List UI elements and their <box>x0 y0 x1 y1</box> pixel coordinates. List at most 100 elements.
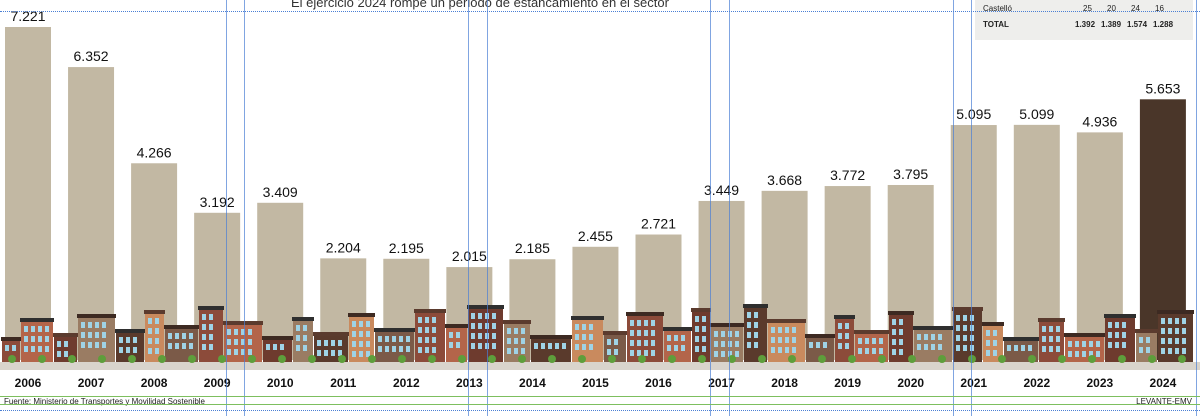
layout-guide <box>0 396 1200 397</box>
building-window <box>651 350 655 356</box>
bar-value-label: 3.409 <box>263 184 298 200</box>
building-window <box>1182 338 1186 344</box>
building-window <box>956 315 960 321</box>
building-window <box>303 335 307 341</box>
building-window <box>521 338 525 344</box>
credit-note: LEVANTE-EMV <box>1136 397 1192 406</box>
building-roof <box>1 337 21 341</box>
table-cell: 25 <box>1083 4 1092 13</box>
building-window <box>492 323 496 329</box>
building-window <box>667 345 671 351</box>
x-tick-label: 2009 <box>204 376 231 390</box>
layout-guide <box>1196 0 1197 416</box>
building-window <box>986 330 990 336</box>
table-cell: 20 <box>1107 4 1116 13</box>
bar-value-label: 3.772 <box>830 167 865 183</box>
building-window <box>399 346 403 352</box>
building-window <box>1175 318 1179 324</box>
building-window <box>644 350 648 356</box>
tree <box>38 355 46 363</box>
building-window <box>589 334 593 340</box>
building-window <box>88 322 92 328</box>
building-roof <box>767 319 806 323</box>
x-tick-label: 2018 <box>771 376 798 390</box>
building-window <box>432 347 436 353</box>
building-window <box>754 342 758 348</box>
building-window <box>64 351 68 357</box>
building-window <box>702 326 706 332</box>
building-window <box>81 342 85 348</box>
building-roof <box>77 314 116 318</box>
building-window <box>1146 337 1150 343</box>
building-window <box>963 345 967 351</box>
building-window <box>1108 332 1112 338</box>
building-window <box>778 347 782 353</box>
building-roof <box>262 336 293 340</box>
building-window <box>102 322 106 328</box>
bar-value-label: 5.653 <box>1145 80 1180 96</box>
table-cell: 1.392 <box>1075 20 1096 29</box>
tree <box>428 355 436 363</box>
building-window <box>392 346 396 352</box>
building <box>835 318 854 364</box>
building-window <box>651 340 655 346</box>
building-window <box>209 334 213 340</box>
building-window <box>324 340 328 346</box>
building-window <box>823 342 827 348</box>
building-window <box>963 315 967 321</box>
building-window <box>95 332 99 338</box>
bar-value-label: 3.795 <box>893 166 928 182</box>
building-window <box>1108 322 1112 328</box>
building-window <box>778 327 782 333</box>
building-window <box>702 336 706 342</box>
building-window <box>418 327 422 333</box>
building-window <box>614 339 618 345</box>
layout-guide <box>0 404 1200 405</box>
building-window <box>695 346 699 352</box>
tree <box>1178 355 1186 363</box>
building-roof <box>888 311 914 315</box>
building-window <box>378 346 382 352</box>
building-window <box>227 349 231 355</box>
bar-2007 <box>68 67 115 360</box>
building-window <box>155 318 159 324</box>
building-window <box>155 338 159 344</box>
building-window <box>785 347 789 353</box>
building-window <box>88 332 92 338</box>
building-window <box>1122 322 1126 328</box>
building-window <box>102 342 106 348</box>
city-illustration <box>0 304 1200 370</box>
building-window <box>209 344 213 350</box>
x-tick-label: 2024 <box>1150 376 1177 390</box>
building-window <box>879 348 883 354</box>
building-window <box>456 332 460 338</box>
building-window <box>95 322 99 328</box>
building-window <box>899 339 903 345</box>
building-window <box>1115 322 1119 328</box>
building-window <box>45 336 49 342</box>
x-tick-label: 2019 <box>834 376 861 390</box>
bar-value-label: 5.095 <box>956 106 991 122</box>
building-window <box>168 333 172 339</box>
building-window <box>917 334 921 340</box>
building-window <box>1182 328 1186 334</box>
building-window <box>471 343 475 349</box>
building-window <box>338 350 342 356</box>
building-roof <box>374 328 415 332</box>
building-window <box>778 337 782 343</box>
building-window <box>471 313 475 319</box>
tree <box>818 355 826 363</box>
building-roof <box>198 306 224 310</box>
building-window <box>541 343 545 349</box>
building-window <box>1021 345 1025 351</box>
building-window <box>607 349 611 355</box>
tree <box>98 355 106 363</box>
building-roof <box>467 305 504 309</box>
building-window <box>644 340 648 346</box>
building-window <box>1049 326 1053 332</box>
building-window <box>555 343 559 349</box>
table-cell: 24 <box>1131 4 1140 13</box>
building-window <box>514 348 518 354</box>
layout-guide <box>953 0 954 416</box>
building-window <box>872 338 876 344</box>
